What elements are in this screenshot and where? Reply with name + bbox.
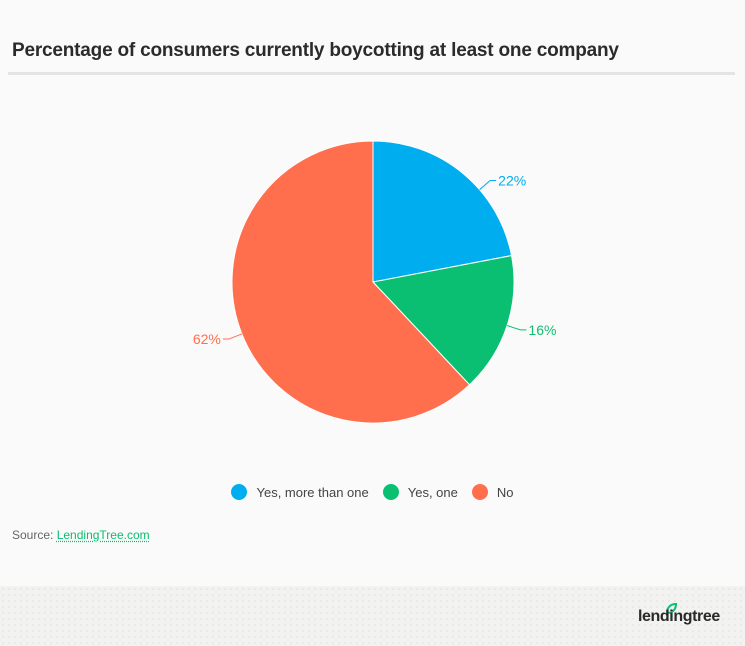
legend-swatch-icon (382, 484, 399, 500)
pie-chart: 22% 16% 62% (193, 140, 557, 424)
legend-item-yes-one[interactable]: Yes, one (382, 484, 458, 500)
source-prefix: Source: (12, 528, 54, 542)
legend-swatch-icon (231, 484, 248, 500)
leader-line (479, 180, 497, 191)
chart-legend: Yes, more than one Yes, one No (0, 484, 745, 500)
chart-title: Percentage of consumers currently boycot… (12, 40, 619, 61)
pie-slice-no[interactable] (231, 140, 471, 424)
source-link[interactable]: LendingTree.com (56, 528, 150, 542)
pie-slices (231, 140, 515, 424)
pie-slice-yes-more-than-one[interactable] (372, 140, 513, 283)
legend-swatch-icon (471, 484, 488, 500)
pie-slice-yes-one[interactable] (372, 254, 515, 386)
leaf-icon (665, 603, 677, 615)
leader-line (506, 325, 527, 331)
data-label: 62% (193, 331, 221, 347)
legend-label: Yes, more than one (256, 484, 369, 500)
legend-label: Yes, one (407, 484, 458, 500)
legend-label: No (496, 484, 514, 500)
lendingtree-logo: lendingtree (638, 608, 720, 625)
pie-data-labels: 22% 16% 62% (193, 173, 557, 348)
footer-bar (0, 586, 745, 646)
legend-item-yes-more-than-one[interactable]: Yes, more than one (231, 484, 369, 500)
title-divider (8, 72, 735, 75)
legend-item-no[interactable]: No (471, 484, 514, 500)
data-label: 16% (528, 322, 556, 338)
leader-line (222, 333, 243, 340)
data-label: 22% (498, 173, 526, 189)
source-line: Source: LendingTree.com (12, 528, 150, 542)
